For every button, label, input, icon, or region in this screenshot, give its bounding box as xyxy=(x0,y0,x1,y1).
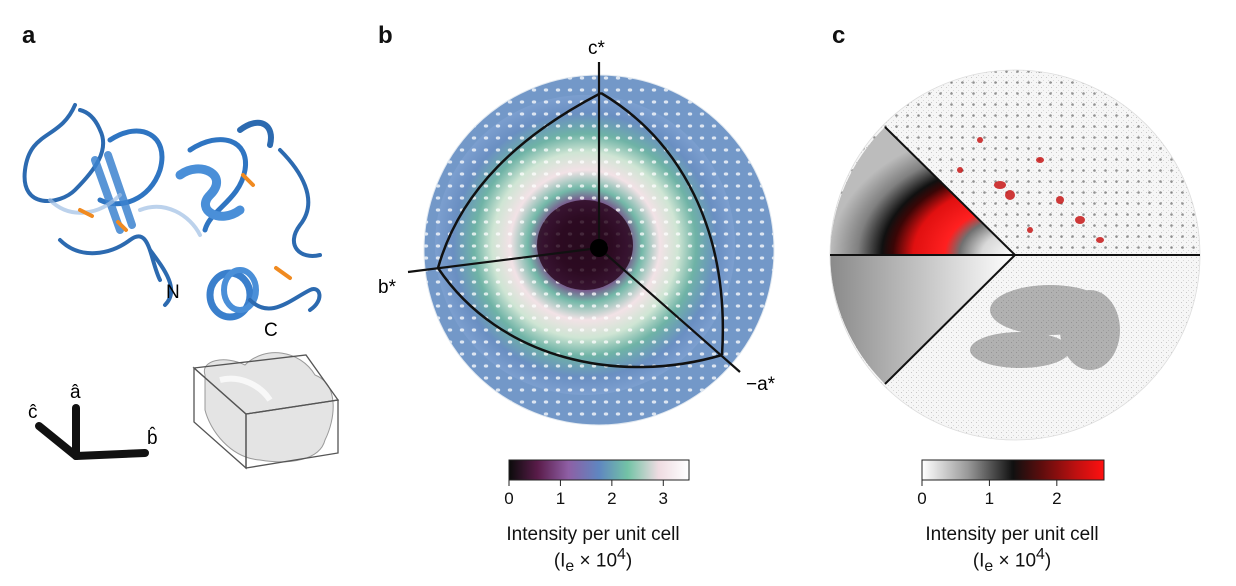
c-terminus-label: C xyxy=(264,320,278,341)
colorbar-b-tick-label: 1 xyxy=(555,489,566,508)
c-star-label: c* xyxy=(588,38,606,59)
colorbar-c-title-line1: Intensity per unit cell xyxy=(925,524,1099,545)
unit-sub: e xyxy=(565,558,575,576)
unit-close: ) xyxy=(1044,550,1052,572)
unit-prefix: (I xyxy=(972,550,985,572)
unit-close: ) xyxy=(625,550,633,572)
colorbar-b-tick-label: 0 xyxy=(504,489,514,508)
colorbar-c-tick-label: 2 xyxy=(1052,489,1062,508)
unit-sup: 4 xyxy=(1036,546,1045,563)
c-hat-axis-label: ĉ xyxy=(28,402,38,423)
colorbar-c-title-line2: (Ie × 104) xyxy=(882,546,1142,576)
unit-sub: e xyxy=(984,558,994,576)
panel-letter-c: c xyxy=(832,22,846,49)
colorbar-c xyxy=(921,459,1105,486)
colorbar-c-tick-label: 1 xyxy=(984,489,995,508)
colorbar-b xyxy=(508,459,690,486)
molecular-envelope-box xyxy=(192,352,340,470)
n-terminus-label: N xyxy=(166,282,180,303)
colorbar-c-tick-label: 0 xyxy=(917,489,927,508)
colorbar-b-title: Intensity per unit cell (Ie × 104) xyxy=(463,524,723,576)
unit-suffix: × 10 xyxy=(993,550,1037,572)
colorbar-b-tick-label: 3 xyxy=(658,489,669,508)
unit-suffix: × 10 xyxy=(574,550,618,572)
orientation-axes xyxy=(35,404,149,460)
b-star-label: b* xyxy=(378,277,397,298)
reciprocal-axes xyxy=(407,62,741,373)
sector-lines xyxy=(830,126,1200,385)
colorbar-b-tick-label: 2 xyxy=(607,489,617,508)
b-hat-axis-label: b̂ xyxy=(147,427,158,449)
colorbar-c-title: Intensity per unit cell (Ie × 104) xyxy=(882,524,1142,576)
minus-a-star-label: −a* xyxy=(746,374,776,395)
unit-prefix: (I xyxy=(553,550,566,572)
colorbar-b-title-line2: (Ie × 104) xyxy=(463,546,723,576)
a-hat-axis-label: â xyxy=(70,382,81,403)
colorbar-b-title-line1: Intensity per unit cell xyxy=(506,524,680,545)
panel-letter-a: a xyxy=(22,22,36,49)
protein-ribbon-structure xyxy=(22,103,322,321)
panel-letter-b: b xyxy=(378,22,393,49)
unit-sup: 4 xyxy=(617,546,626,563)
